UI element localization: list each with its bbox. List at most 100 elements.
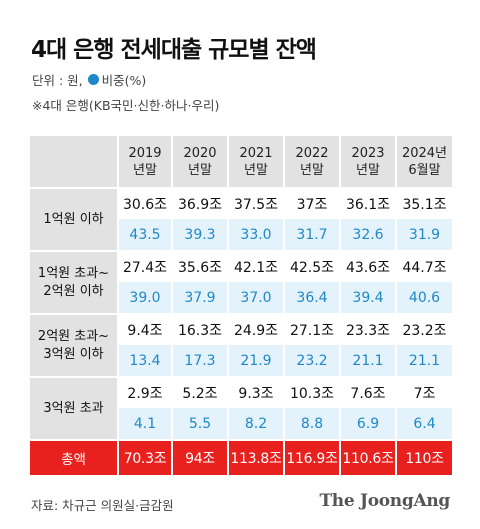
ratio-cell: 23.2 (284, 345, 341, 377)
brand-logo: The JoongAng (319, 491, 450, 511)
amount-cell: 7조 (396, 376, 452, 408)
row-category-label: 1억원 초과~ 2억원 이하 (30, 250, 119, 314)
amount-cell: 36.9조 (172, 187, 229, 219)
amount-cell: 23.2조 (396, 313, 452, 345)
unit-label: 단위 : 원, (32, 73, 83, 88)
total-cell: 110.6조 (340, 439, 397, 475)
ratio-cell: 6.9 (340, 408, 397, 440)
amount-cell: 16.3조 (172, 313, 229, 345)
amount-cell: 27.1조 (284, 313, 341, 345)
column-header-line1: 2021 (239, 145, 273, 161)
ratio-cell: 21.9 (228, 345, 285, 377)
chart-title: 4대 은행 전세대출 규모별 잔액 (31, 37, 317, 63)
column-header: 2020 년말 (172, 136, 229, 188)
column-header: 2022 년말 (284, 136, 341, 188)
column-header-line2: 년말 (244, 162, 268, 178)
ratio-legend-label: 비중(%) (101, 73, 147, 88)
total-cell: 116.9조 (284, 439, 341, 475)
amount-cell: 10.3조 (284, 376, 341, 408)
balance-table: 2019 년말 2020 년말 2021 년말 2022 년말 2023 년말 … (30, 136, 452, 475)
amount-cell: 35.1조 (396, 187, 452, 219)
amount-row: 2억원 초과~ 3억원 이하 9.4조 16.3조 24.9조 27.1조 23.3조 23.… (30, 313, 452, 377)
ratio-cell: 40.6 (396, 282, 452, 314)
row-category-line: 3억원 이하 (43, 346, 104, 362)
column-header: 2021 년말 (228, 136, 285, 188)
header-corner (30, 136, 119, 188)
ratio-cell: 32.6 (340, 219, 397, 251)
column-header-line1: 2019 (128, 145, 162, 161)
ratio-cell: 21.1 (396, 345, 452, 377)
row-category-line: 2억원 초과~ (37, 328, 110, 344)
row-category-line: 1억원 이하 (43, 211, 104, 227)
ratio-cell: 43.5 (118, 219, 173, 251)
column-header-line2: 년말 (188, 162, 212, 178)
row-category-line: 3억원 초과 (43, 400, 104, 416)
amount-cell: 37.5조 (228, 187, 285, 219)
amount-cell: 2.9조 (118, 376, 173, 408)
amount-cell: 35.6조 (172, 250, 229, 282)
column-header: 2019 년말 (118, 136, 173, 188)
column-header-line2: 년말 (300, 162, 324, 178)
column-header-line2: 년말 (356, 162, 380, 178)
amount-cell: 9.3조 (228, 376, 285, 408)
ratio-cell: 37.9 (172, 282, 229, 314)
amount-cell: 37조 (284, 187, 341, 219)
amount-cell: 7.6조 (340, 376, 397, 408)
ratio-cell: 31.9 (396, 219, 452, 251)
column-header-line2: 6월말 (408, 162, 441, 178)
ratio-row: 13.4 17.3 21.9 23.2 21.1 21.1 (30, 345, 452, 377)
ratio-cell: 39.4 (340, 282, 397, 314)
amount-row: 1억원 초과~ 2억원 이하 27.4조 35.6조 42.1조 42.5조 43.6조 44… (30, 250, 452, 314)
row-category-label: 3억원 초과 (30, 376, 119, 440)
ratio-cell: 4.1 (118, 408, 173, 440)
ratio-row: 39.0 37.9 37.0 36.4 39.4 40.6 (30, 282, 452, 314)
ratio-cell: 31.7 (284, 219, 341, 251)
column-header: 2023 년말 (340, 136, 397, 188)
ratio-cell: 39.0 (118, 282, 173, 314)
amount-cell: 44.7조 (396, 250, 452, 282)
column-header-line1: 2022 (295, 145, 329, 161)
amount-cell: 27.4조 (118, 250, 173, 282)
amount-cell: 30.6조 (118, 187, 173, 219)
total-cell: 70.3조 (118, 439, 173, 475)
amount-cell: 36.1조 (340, 187, 397, 219)
column-header-line1: 2020 (183, 145, 217, 161)
header-row: 2019 년말 2020 년말 2021 년말 2022 년말 2023 년말 … (30, 136, 452, 188)
ratio-cell: 13.4 (118, 345, 173, 377)
amount-cell: 23.3조 (340, 313, 397, 345)
column-header: 2024년 6월말 (396, 136, 452, 188)
amount-cell: 43.6조 (340, 250, 397, 282)
total-cell: 94조 (172, 439, 229, 475)
amount-cell: 42.1조 (228, 250, 285, 282)
ratio-cell: 8.8 (284, 408, 341, 440)
row-category-label: 1억원 이하 (30, 187, 119, 251)
row-category-line: 1억원 초과~ (37, 265, 110, 281)
ratio-cell: 8.2 (228, 408, 285, 440)
total-row: 총액 70.3조 94조 113.8조 116.9조 110.6조 110조 (30, 439, 452, 475)
total-cell: 110조 (396, 439, 452, 475)
ratio-cell: 5.5 (172, 408, 229, 440)
ratio-cell: 17.3 (172, 345, 229, 377)
legend: 단위 : 원, 비중(%) (32, 70, 146, 89)
total-label: 총액 (30, 439, 119, 475)
amount-cell: 24.9조 (228, 313, 285, 345)
ratio-row: 4.1 5.5 8.2 8.8 6.9 6.4 (30, 408, 452, 440)
amount-cell: 5.2조 (172, 376, 229, 408)
amount-row: 3억원 초과 2.9조 5.2조 9.3조 10.3조 7.6조 7조 (30, 376, 452, 440)
row-category-label: 2억원 초과~ 3억원 이하 (30, 313, 119, 377)
amount-cell: 9.4조 (118, 313, 173, 345)
ratio-row: 43.5 39.3 33.0 31.7 32.6 31.9 (30, 219, 452, 251)
ratio-cell: 37.0 (228, 282, 285, 314)
ratio-cell: 21.1 (340, 345, 397, 377)
column-header-line1: 2023 (351, 145, 385, 161)
column-header-line1: 2024년 (401, 145, 448, 161)
ratio-cell: 36.4 (284, 282, 341, 314)
bank-note: ※4대 은행(KB국민·신한·하나·우리) (32, 98, 220, 113)
ratio-legend-dot-icon (87, 74, 99, 85)
column-header-line2: 년말 (133, 162, 157, 178)
total-cell: 113.8조 (228, 439, 285, 475)
amount-row: 1억원 이하 30.6조 36.9조 37.5조 37조 36.1조 35.1조 (30, 187, 452, 251)
row-category-line: 2억원 이하 (43, 283, 104, 299)
amount-cell: 42.5조 (284, 250, 341, 282)
ratio-cell: 6.4 (396, 408, 452, 440)
